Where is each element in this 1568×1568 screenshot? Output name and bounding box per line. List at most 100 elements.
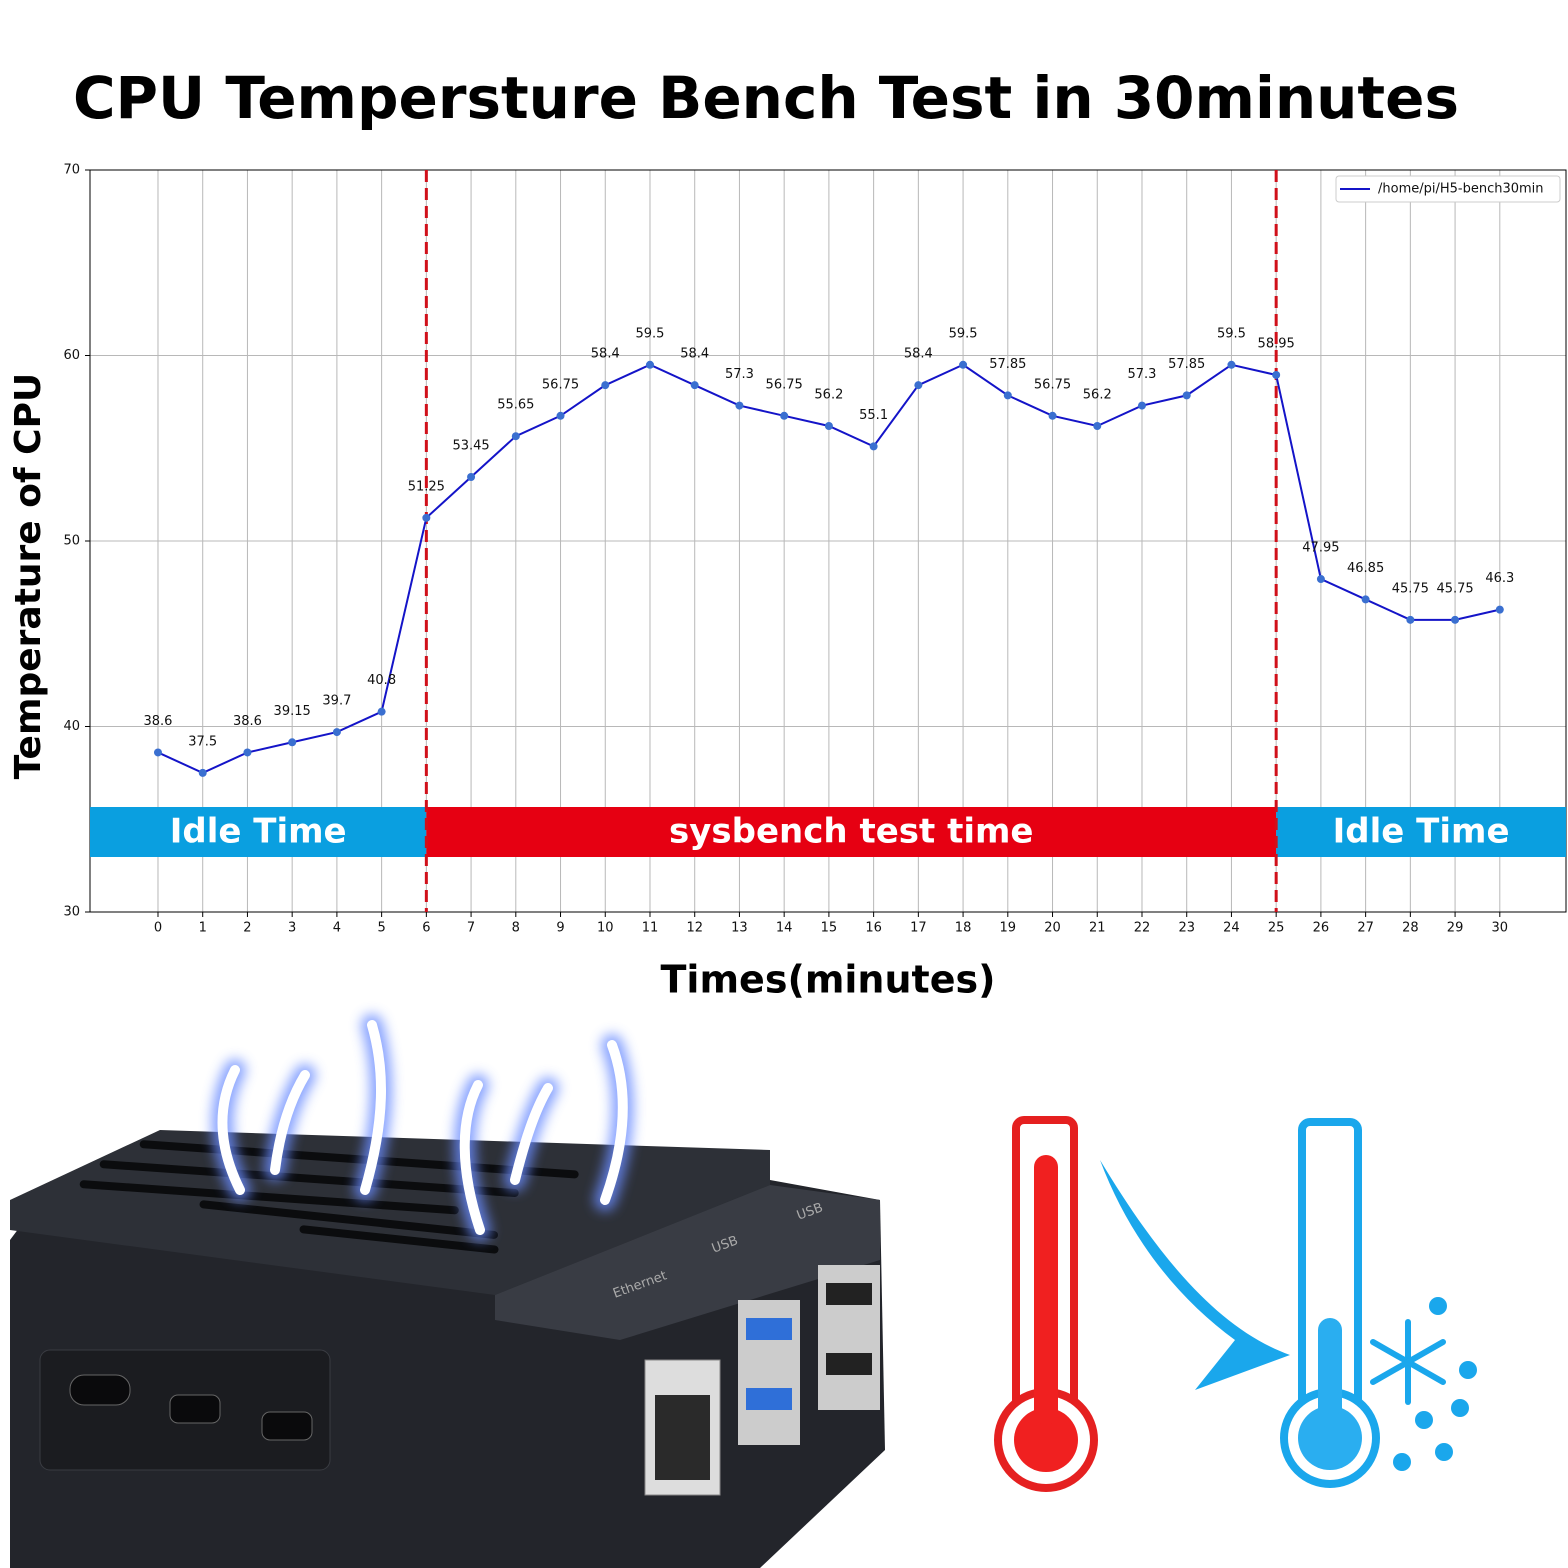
x-axis-label: Times(minutes): [661, 958, 996, 1002]
x-tick-label: 16: [865, 921, 882, 936]
case-top: [495, 1185, 880, 1340]
data-point: [1048, 411, 1057, 420]
hdmi-port: [261, 1411, 313, 1441]
data-label: 58.4: [904, 347, 933, 362]
data-label: 56.2: [1083, 387, 1112, 402]
data-point: [422, 513, 431, 522]
snow-dots: [1393, 1297, 1477, 1471]
data-point: [780, 411, 789, 420]
x-tick-label: 18: [955, 921, 972, 936]
data-point: [1137, 401, 1146, 410]
data-label: 55.65: [497, 398, 534, 413]
data-point: [1003, 391, 1012, 400]
data-point: [153, 748, 162, 757]
illustration: Ethernet USB USB: [10, 1014, 1477, 1568]
legend-box: [1335, 175, 1561, 203]
x-tick-label: 23: [1178, 921, 1195, 936]
hot-thermometer: [994, 1116, 1098, 1492]
data-point: [556, 411, 565, 420]
x-tick-label: 21: [1089, 921, 1106, 936]
data-label: 57.85: [1168, 357, 1205, 372]
legend-label: /home/pi/H5-bench30min: [1378, 182, 1544, 197]
x-tick-label: 22: [1134, 921, 1151, 936]
x-tick-label: 30: [1492, 921, 1509, 936]
data-point: [1495, 605, 1504, 614]
data-point: [288, 738, 297, 747]
x-tick-label: 28: [1402, 921, 1419, 936]
data-point: [332, 728, 341, 737]
data-label: 57.85: [989, 357, 1026, 372]
x-tick-label: 27: [1357, 921, 1374, 936]
x-tick-label: 19: [1000, 921, 1017, 936]
phase-label: sysbench test time: [669, 812, 1033, 852]
hdmi-port: [169, 1394, 221, 1424]
data-point: [959, 360, 968, 369]
phase-label: Idle Time: [1333, 812, 1510, 852]
x-tick-label: 0: [154, 921, 162, 936]
data-point: [914, 381, 923, 390]
data-point: [1406, 615, 1415, 624]
x-tick-label: 20: [1044, 921, 1061, 936]
y-tick-label: 50: [63, 534, 80, 549]
data-label: 39.7: [322, 694, 351, 709]
x-tick-label: 7: [467, 921, 475, 936]
data-label: 38.6: [233, 714, 262, 729]
data-point: [1093, 421, 1102, 430]
data-point: [690, 381, 699, 390]
y-tick-label: 60: [63, 348, 80, 363]
x-tick-label: 5: [377, 921, 385, 936]
data-label: 58.95: [1258, 336, 1295, 351]
data-point: [735, 401, 744, 410]
data-label: 45.75: [1436, 581, 1473, 596]
y-tick-label: 40: [63, 719, 80, 734]
x-tick-label: 14: [776, 921, 793, 936]
data-label: 46.85: [1347, 561, 1384, 576]
data-point: [1272, 370, 1281, 379]
x-tick-label: 17: [910, 921, 927, 936]
usb3-socket: [746, 1318, 792, 1340]
data-label: 59.5: [1217, 326, 1246, 341]
x-tick-label: 4: [333, 921, 341, 936]
y-axis-label: Temperature of CPU: [8, 373, 49, 779]
phase-label: Idle Time: [170, 812, 347, 852]
data-label: 53.45: [452, 439, 489, 454]
cold-thermometer: [1280, 1118, 1380, 1488]
x-tick-label: 25: [1268, 921, 1285, 936]
x-tick-label: 1: [199, 921, 207, 936]
heat-arrows: [211, 1014, 634, 1241]
x-tick-label: 8: [512, 921, 520, 936]
x-tick-label: 9: [556, 921, 564, 936]
data-point: [869, 442, 878, 451]
data-label: 56.75: [1034, 377, 1071, 392]
snowflake: [1370, 1319, 1446, 1405]
data-point: [377, 707, 386, 716]
x-tick-label: 6: [422, 921, 430, 936]
data-point: [645, 360, 654, 369]
phase-band: [90, 807, 427, 857]
x-tick-label: 26: [1313, 921, 1330, 936]
data-point: [1451, 615, 1460, 624]
x-tick-label: 10: [597, 921, 614, 936]
data-label: 56.2: [814, 387, 843, 402]
usb2-socket: [826, 1283, 872, 1305]
data-label: 57.3: [725, 367, 754, 382]
data-point: [1182, 391, 1191, 400]
data-label: 59.5: [949, 326, 978, 341]
data-point: [243, 748, 252, 757]
data-point: [824, 421, 833, 430]
data-point: [601, 381, 610, 390]
data-point: [1316, 575, 1325, 584]
data-label: 37.5: [188, 734, 217, 749]
axes-frame: [89, 169, 1567, 913]
data-point: [1361, 595, 1370, 604]
x-tick-label: 15: [821, 921, 838, 936]
y-tick-label: 70: [63, 163, 80, 178]
phase-band: [426, 807, 1277, 857]
data-label: 58.4: [591, 347, 620, 362]
x-tick-label: 13: [731, 921, 748, 936]
data-point: [467, 473, 476, 482]
data-label: 40.8: [367, 673, 396, 688]
